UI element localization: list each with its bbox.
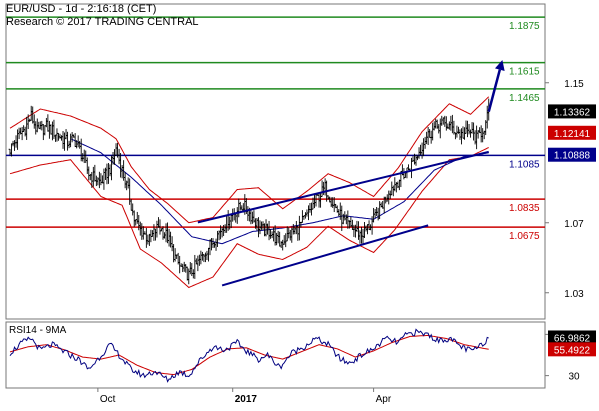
price-tag-box [548,125,596,140]
price-tag-label: 1.13362 [554,107,591,118]
rsi-series-line [9,328,489,383]
rsi-tag-box [548,342,596,357]
price-panel: 1.1875 1.1615 1.1465 1.1085 1.0835 1.0675 1.1… [5,3,596,320]
level-label: 1.0835 [509,203,540,214]
rsi-ma-series-line [9,334,489,376]
bollinger-lower-line [9,147,489,289]
price-axis-label: 1.03 [564,289,584,300]
rsi-line [9,328,489,383]
time-axis-label: 2017 [235,394,258,405]
level-label: 1.1085 [509,159,540,170]
time-axis-label: Oct [100,394,116,405]
level-label: 1.0675 [509,231,540,242]
chart-header-symbol: EUR/USD - 1d - 2:16:18 (CET) [6,3,157,15]
bollinger-bands [9,96,490,289]
level-label: 1.1615 [509,67,540,78]
moving-average-line [70,138,489,245]
chart-header-copyright: Research © 2017 TRADING CENTRAL [6,16,199,28]
rsi-tag-label: 66.9862 [554,333,591,344]
time-axis-label: Apr [376,394,392,405]
levels: 1.1875 1.1615 1.1465 1.1085 1.0835 1.0675 [6,16,545,242]
price-tags: 1.13362 1.12141 1.10888 [548,104,596,162]
level-label: 1.1875 [509,21,540,32]
price-tag-label: 1.10888 [554,151,591,162]
rsi-tag-label: 55.4922 [554,345,591,356]
bollinger-upper-line [9,96,490,224]
time-axis: Oct 2017 Apr [97,388,392,405]
target-arrow [487,60,505,112]
price-tag-label: 1.12141 [554,129,591,140]
level-label: 1.1465 [509,93,540,104]
channel-upper-line [197,150,489,224]
price-tag-box [548,147,596,162]
candles [8,98,491,285]
price-axis-label: 1.07 [564,219,584,230]
arrow-head [494,60,505,71]
price-axis-label: 1.15 [564,79,584,90]
price-tag-box [548,104,596,119]
price-axis: 1.15 1.07 1.03 [545,79,584,300]
channel-lines [197,150,489,287]
rsi-ma-line [9,334,489,376]
arrow-shaft [487,69,502,112]
channel-lower-line [221,224,429,287]
rsi-axis-label: 30 [568,372,580,383]
moving-average [70,138,489,245]
rsi-title: RSI14 - 9MA [9,325,67,336]
rsi-tag-box [548,330,596,345]
